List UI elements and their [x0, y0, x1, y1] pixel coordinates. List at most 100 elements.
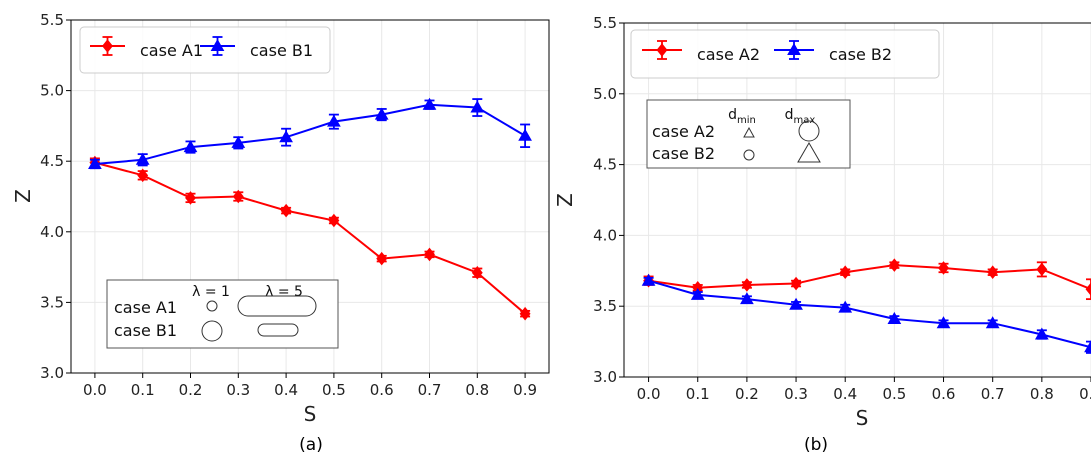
data-point-case-a1 — [471, 265, 483, 280]
y-tick-label: 5.5 — [593, 14, 617, 32]
panel-a-shape-legend-box — [106, 279, 339, 349]
legend-marker-case-b2 — [787, 42, 801, 55]
short-capsule-shape-icon — [257, 323, 299, 337]
x-tick-label: 0.8 — [1030, 385, 1054, 403]
data-point-case-a2 — [987, 265, 999, 280]
legend-item-case-a1 — [90, 36, 125, 56]
legend-marker-case-a2 — [656, 43, 668, 57]
panel-b-shape-legend-box — [646, 99, 851, 169]
panel-a-series — [88, 97, 532, 321]
x-tick-label: 0.4 — [833, 385, 857, 403]
d-min-subscript: min — [737, 115, 756, 126]
series-line-case-a2 — [648, 264, 1091, 291]
y-tick-label: 3.0 — [593, 368, 617, 386]
d-max-subscript: max — [794, 115, 816, 126]
series-line-case-b2 — [648, 279, 1091, 349]
legend-item-case-b2 — [774, 40, 814, 60]
large-triangle-shape-icon — [797, 142, 821, 163]
data-point-case-b2 — [985, 316, 1000, 329]
data-point-case-a2 — [741, 278, 753, 292]
data-point-case-b2 — [690, 287, 705, 300]
y-tick-label: 3.5 — [593, 297, 617, 315]
shape-legend-header-lambda-1: λ = 1 — [192, 284, 230, 300]
panel-a-ticks: 0.0 0.1 0.2 0.3 0.4 0.5 0.6 0.7 0.8 0.9 3.0 3.5 4.0 4… — [40, 11, 537, 399]
legend-item-case-b1 — [200, 36, 235, 56]
shape-legend-row-case-a2: case A2 — [652, 122, 715, 141]
data-point-case-b1 — [470, 100, 485, 113]
data-point-case-b2 — [1034, 327, 1049, 340]
data-point-case-b1 — [374, 107, 389, 120]
legend-label-case-a1: case A1 — [140, 41, 203, 60]
x-tick-label: 0.9 — [513, 381, 537, 399]
data-point-case-a1 — [280, 203, 292, 218]
series-case-a1 — [89, 155, 531, 321]
shape-legend-header-lambda-5: λ = 5 — [265, 284, 303, 300]
series-case-b2 — [641, 273, 1091, 354]
y-tick-label: 4.0 — [40, 223, 64, 241]
x-tick-label: 0.8 — [465, 381, 489, 399]
x-tick-label: 0.0 — [83, 381, 107, 399]
panel-a: 0.0 0.1 0.2 0.3 0.4 0.5 0.6 0.7 0.8 0.9 3.0 3.5 4.0 4… — [11, 11, 550, 455]
data-point-case-a1 — [519, 306, 531, 321]
series-case-b1 — [88, 97, 532, 170]
legend-marker-case-b1 — [210, 38, 225, 51]
data-point-case-a2 — [790, 276, 802, 291]
x-tick-label: 0.1 — [131, 381, 155, 399]
data-point-case-b2 — [887, 311, 902, 324]
x-tick-label: 0.1 — [686, 385, 710, 403]
panel-a-y-axis-label: Z — [11, 189, 35, 203]
panel-a-x-axis-label: S — [304, 402, 317, 426]
shape-legend-row-case-b2: case B2 — [652, 144, 715, 163]
data-point-case-b1 — [88, 157, 102, 170]
panel-b-legend-box — [630, 29, 940, 79]
data-point-case-a1 — [376, 251, 388, 266]
legend-label-case-a2: case A2 — [697, 45, 760, 64]
y-tick-label: 4.5 — [593, 156, 617, 174]
series-case-a2 — [643, 258, 1091, 301]
data-point-case-a1 — [232, 189, 244, 204]
y-tick-label: 4.5 — [40, 152, 64, 170]
data-point-case-b1 — [231, 135, 246, 148]
panel-b-caption: (b) — [804, 435, 828, 455]
data-point-case-b2 — [641, 273, 656, 286]
data-point-case-b1 — [279, 130, 293, 143]
x-tick-label: 0.6 — [370, 381, 394, 399]
panel-b-grid — [624, 22, 1091, 378]
large-circle-shape-icon — [201, 320, 223, 342]
data-point-case-a2 — [938, 261, 949, 275]
panel-b-shape-legend: dmin dmax case A2 case B2 — [646, 99, 851, 169]
x-tick-label: 0.6 — [932, 385, 956, 403]
x-tick-label: 0.9 — [1079, 385, 1091, 403]
panel-b-x-axis-label: S — [856, 406, 869, 430]
shape-legend-header-d-min: dmin — [728, 107, 756, 126]
y-tick-label: 5.0 — [593, 85, 617, 103]
x-tick-label: 0.0 — [637, 385, 661, 403]
x-tick-label: 0.7 — [981, 385, 1005, 403]
data-point-case-a1 — [424, 247, 435, 262]
small-circle-shape-icon — [206, 300, 218, 312]
panel-a-shape-legend: λ = 1 λ = 5 case A1 case B1 — [106, 279, 339, 349]
shape-legend-row-case-a1: case A1 — [114, 298, 177, 317]
x-tick-label: 0.3 — [226, 381, 250, 399]
panel-a-caption: (a) — [299, 435, 323, 455]
long-capsule-shape-icon — [237, 295, 317, 317]
panel-b-ticks: 0.0 0.1 0.2 0.3 0.4 0.5 0.6 0.7 0.8 0.9 3.0 3.5 4.0 4… — [593, 14, 1091, 403]
data-point-case-a2 — [1036, 262, 1048, 277]
y-tick-label: 5.5 — [40, 11, 64, 29]
legend-label-case-b2: case B2 — [829, 45, 892, 64]
data-point-case-b2 — [838, 300, 853, 313]
x-tick-label: 0.2 — [735, 385, 759, 403]
data-point-case-b1 — [518, 128, 532, 141]
small-triangle-shape-icon — [743, 126, 755, 138]
data-point-case-a1 — [185, 191, 196, 205]
data-point-case-a2 — [839, 265, 851, 280]
panel-b: 0.0 0.1 0.2 0.3 0.4 0.5 0.6 0.7 0.8 0.9 3.0 3.5 4.0 4… — [553, 14, 1091, 455]
data-point-case-a2 — [1085, 282, 1091, 297]
data-point-case-a1 — [328, 213, 340, 228]
data-point-case-b2 — [789, 297, 803, 310]
legend-marker-case-a1 — [102, 39, 113, 53]
data-point-case-a2 — [888, 258, 900, 272]
panel-b-y-axis-label: Z — [553, 193, 577, 207]
y-tick-label: 5.0 — [40, 82, 64, 100]
